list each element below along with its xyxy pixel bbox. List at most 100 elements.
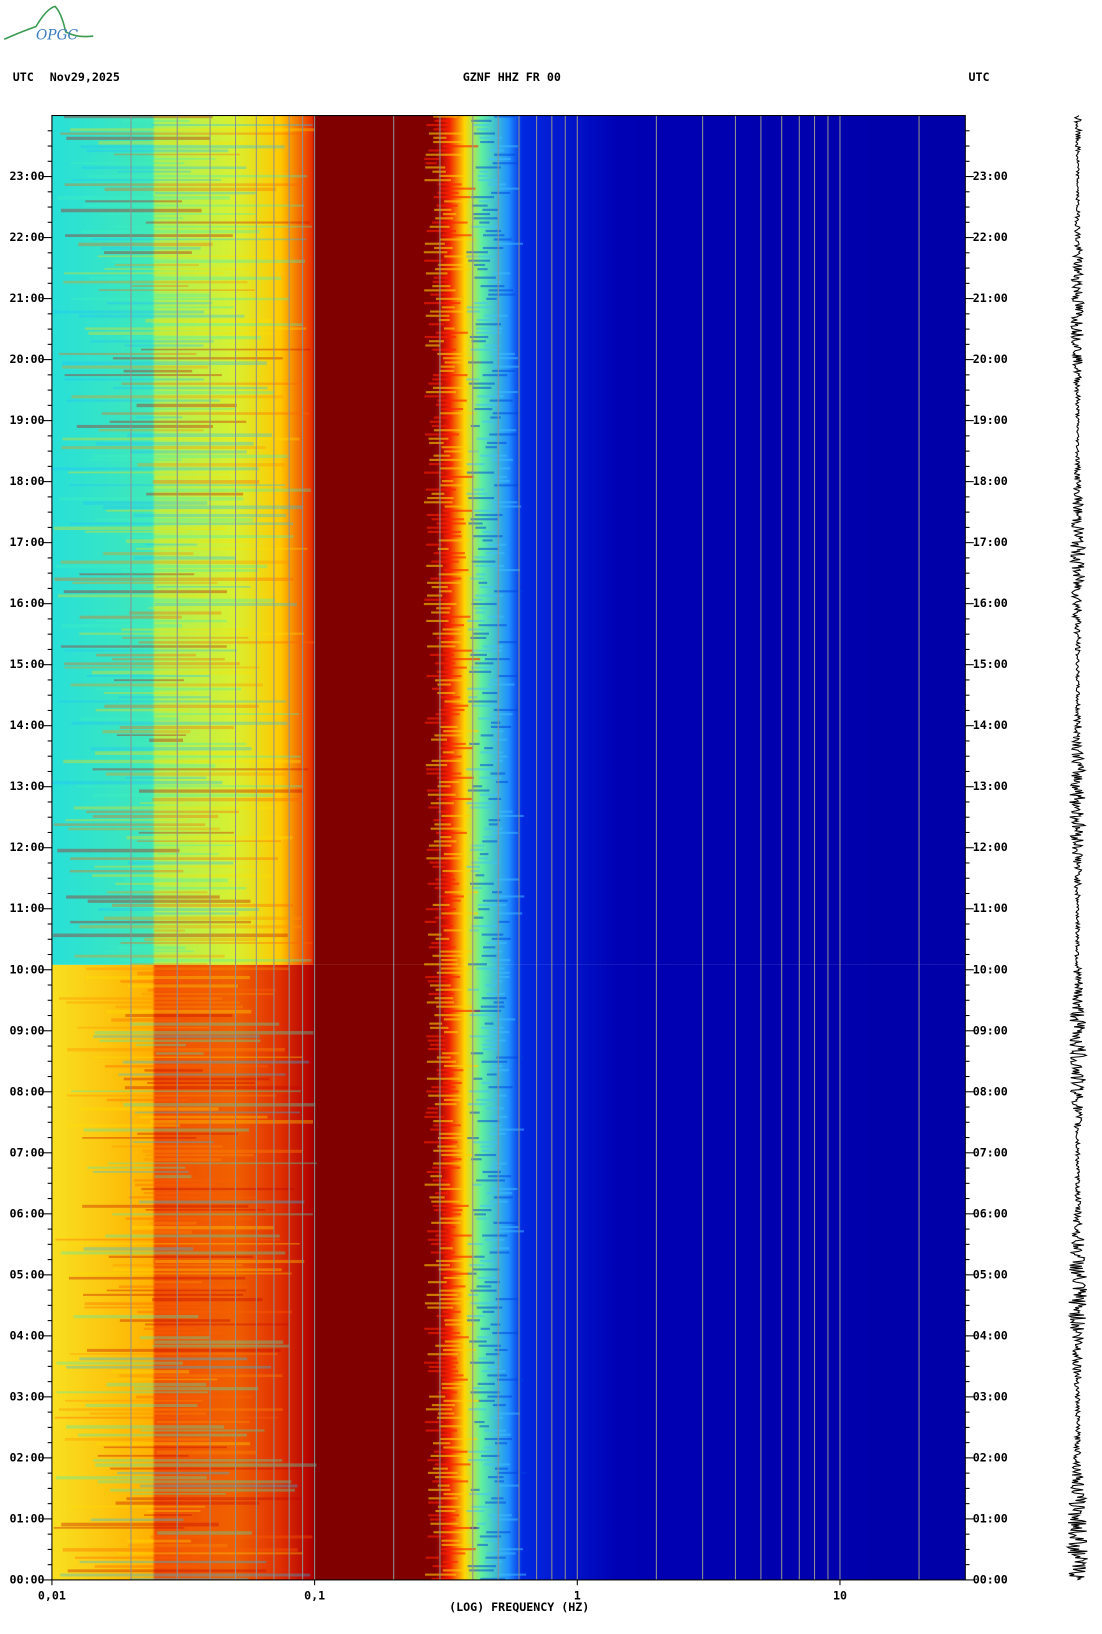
- spectrogram-stripe: [467, 1242, 484, 1246]
- spectrogram-stripe: [437, 776, 474, 779]
- spectrogram-stripe: [481, 1026, 504, 1029]
- spectrogram-stripe: [57, 594, 207, 598]
- spectrogram-stripe: [484, 1281, 500, 1284]
- spectrogram-stripe: [475, 526, 487, 529]
- spectrogram-stripe: [436, 670, 453, 673]
- spectrogram-stripe: [438, 810, 451, 813]
- spectrogram-stripe: [426, 1090, 459, 1093]
- spectrogram-stripe: [439, 1289, 467, 1292]
- spectrogram-stripe: [82, 1204, 249, 1208]
- spectrogram-stripe: [493, 153, 515, 156]
- spectrogram-stripe: [426, 1293, 458, 1296]
- spectrogram-stripe: [485, 1501, 506, 1504]
- spectrogram-stripe: [111, 1018, 180, 1022]
- spectrogram-stripe: [476, 437, 497, 440]
- spectrogram-stripe: [444, 200, 469, 203]
- spectrogram-stripe: [58, 1408, 283, 1411]
- spectrogram-stripe: [487, 441, 507, 445]
- spectrogram-stripe: [112, 357, 283, 360]
- spectrogram-stripe: [480, 751, 504, 754]
- spectrogram-stripe: [476, 128, 489, 131]
- spectrogram-stripe: [140, 1429, 265, 1432]
- spectrogram-stripe: [437, 785, 451, 788]
- spectrogram-stripe: [112, 259, 305, 264]
- spectrogram-stripe: [494, 115, 516, 118]
- chart-title: GZNF HHZ FR 00: [463, 70, 561, 84]
- spectrogram-stripe: [62, 437, 300, 441]
- y-tick-label-left: 07:00: [9, 1145, 44, 1159]
- spectrogram-stripe: [474, 556, 493, 559]
- spectrogram-stripe: [435, 217, 454, 220]
- spectrogram-stripe: [63, 272, 225, 275]
- spectrogram-stripe: [479, 1535, 502, 1538]
- spectrogram-stripe: [437, 191, 459, 194]
- spectrogram-stripe: [427, 594, 443, 597]
- spectrogram-stripe: [482, 530, 496, 534]
- spectrogram-stripe: [444, 700, 464, 703]
- spectrogram-stripe: [157, 1531, 252, 1535]
- spectrogram-stripe: [152, 480, 260, 484]
- spectrogram-stripe: [124, 1086, 308, 1090]
- spectrogram-stripe: [493, 238, 512, 241]
- spectrogram-stripe: [433, 1209, 463, 1212]
- spectrogram-stripe: [492, 458, 513, 461]
- spectrogram-stripe: [480, 764, 494, 767]
- spectrogram-stripe: [491, 1518, 518, 1521]
- spectrogram-stripe: [117, 1471, 230, 1475]
- spectrogram-stripe: [466, 310, 481, 313]
- spectrogram-stripe: [466, 251, 488, 254]
- spectrogram-stripe: [134, 764, 216, 768]
- spectrogram-stripe: [83, 1293, 244, 1296]
- spectrogram-stripe: [424, 920, 437, 923]
- spectrogram-stripe: [475, 166, 501, 169]
- spectrogram-stripe: [493, 1196, 513, 1199]
- grid: [130, 115, 920, 1580]
- spectrogram-stripe: [493, 145, 518, 148]
- spectrogram-stripe: [442, 751, 455, 754]
- spectrogram-stripe: [98, 908, 259, 912]
- spectrogram-stripe: [137, 463, 285, 467]
- spectrogram-stripe: [440, 1437, 478, 1441]
- spectrogram-stripe: [434, 1014, 462, 1017]
- spectrogram-stripe: [115, 882, 180, 885]
- spectrogram-stripe: [425, 1111, 438, 1114]
- spectrogram-stripe: [103, 251, 192, 254]
- spectrogram-stripe: [471, 340, 486, 343]
- spectrogram-stripe: [444, 1340, 464, 1343]
- spectrogram-stripe: [95, 708, 189, 712]
- spectrogram-stripe: [434, 886, 450, 890]
- spectrogram-stripe: [424, 471, 444, 474]
- spectrogram-stripe: [492, 162, 519, 165]
- spectrogram-stripe: [155, 586, 251, 588]
- spectrogram-stripe: [85, 1404, 198, 1407]
- spectrogram-stripe: [490, 1416, 504, 1419]
- spectrogram-stripe: [483, 950, 503, 953]
- spectrogram-stripe: [482, 1234, 508, 1237]
- spectrogram-stripe: [440, 467, 468, 470]
- spectrogram-stripe: [85, 200, 183, 203]
- spectrogram-stripe: [470, 806, 492, 809]
- spectrogram-stripe: [428, 1471, 458, 1474]
- spectrogram-stripe: [473, 1141, 498, 1144]
- spectrogram-stripe: [428, 437, 449, 440]
- spectrogram-stripe: [432, 386, 468, 389]
- spectrogram-stripe: [425, 908, 457, 911]
- spectrogram-stripe: [79, 1357, 248, 1361]
- spectrogram-stripe: [435, 1476, 471, 1479]
- spectrogram-stripe: [79, 1107, 219, 1111]
- spectrogram-stripe: [131, 1493, 226, 1495]
- spectrogram-stripe: [434, 208, 452, 211]
- y-tick-label-right: 09:00: [973, 1023, 1008, 1037]
- spectrogram-stripe: [482, 374, 508, 377]
- spectrogram-stripe: [95, 1463, 317, 1467]
- spectrogram-stripe: [489, 1166, 501, 1169]
- spectrogram-stripe: [466, 471, 495, 474]
- spectrogram-stripe: [479, 1259, 495, 1263]
- spectrogram-stripe: [60, 1251, 286, 1255]
- spectrogram-stripe: [81, 166, 247, 170]
- spectrogram-stripe: [65, 1399, 203, 1402]
- spectrogram-stripe: [425, 764, 448, 767]
- spectrogram-stripe: [484, 1039, 506, 1042]
- spectrogram-stripe: [497, 895, 525, 898]
- spectrogram-stripe: [442, 1213, 462, 1216]
